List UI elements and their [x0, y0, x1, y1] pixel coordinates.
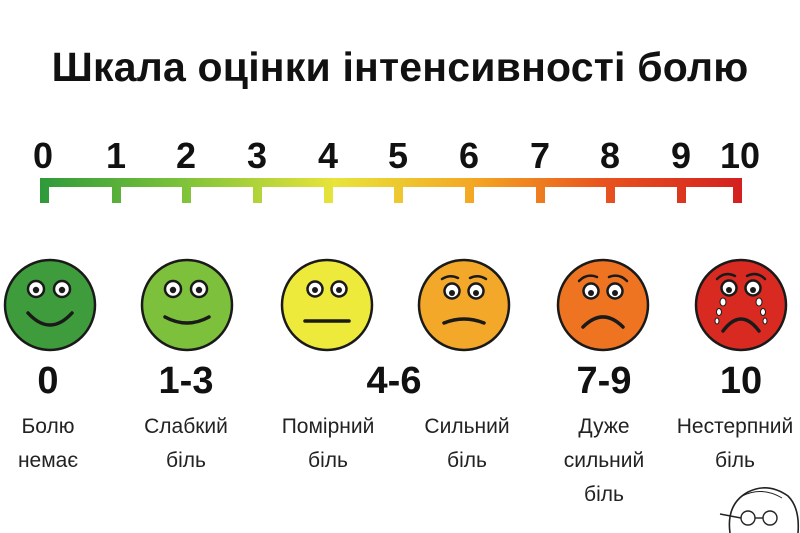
tick-label-6: 6	[458, 135, 480, 176]
description-moderate-pain: Помірний біль	[281, 415, 375, 472]
face-very-severe-pain-icon	[556, 258, 650, 352]
face-moderate-pain-icon	[280, 258, 374, 352]
tick-label-10: 10	[719, 135, 761, 176]
range-label-0: 0	[37, 360, 59, 402]
tick-label-2: 2	[175, 135, 197, 176]
range-label-10: 10	[719, 360, 763, 402]
face-no-pain-icon	[3, 258, 97, 352]
description-unbearable-pain: Нестерпний біль	[676, 415, 794, 472]
range-label-1-3: 1-3	[158, 360, 214, 402]
pain-scale-bar	[40, 178, 742, 203]
description-no-pain: Болю немає	[17, 415, 79, 472]
description-mild-pain: Слабкий біль	[144, 415, 228, 472]
tick-label-9: 9	[670, 135, 692, 176]
page-title: Шкала оцінки інтенсивності болю	[51, 44, 749, 90]
face-mild-pain-icon	[140, 258, 234, 352]
tick-label-1: 1	[105, 135, 127, 176]
tick-label-8: 8	[599, 135, 621, 176]
face-severe-pain-icon	[417, 258, 511, 352]
tick-label-3: 3	[246, 135, 268, 176]
description-very-severe-pain: Дуже сильний біль	[563, 415, 645, 506]
description-severe-pain: Сильний біль	[424, 415, 510, 472]
tick-label-7: 7	[529, 135, 551, 176]
face-unbearable-pain-icon	[694, 258, 788, 352]
range-label-4-6: 4-6	[366, 360, 422, 402]
range-label-7-9: 7-9	[576, 360, 632, 402]
tick-label-4: 4	[317, 135, 339, 176]
tick-label-0: 0	[32, 135, 54, 176]
tick-label-5: 5	[387, 135, 409, 176]
watermark-face-icon	[719, 487, 800, 533]
